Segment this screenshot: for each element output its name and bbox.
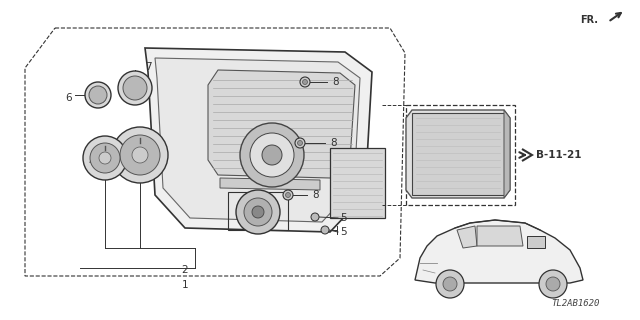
Bar [228,192,288,230]
Circle shape [311,213,319,221]
Text: 5: 5 [340,227,347,237]
Text: 8: 8 [330,138,337,148]
Text: B-11-21: B-11-21 [536,150,582,160]
Text: 8: 8 [312,190,319,200]
Circle shape [236,190,280,234]
Circle shape [295,138,305,148]
Polygon shape [457,226,477,248]
Circle shape [252,206,264,218]
Circle shape [443,277,457,291]
Circle shape [300,77,310,87]
Circle shape [539,270,567,298]
Polygon shape [155,58,360,222]
Circle shape [240,123,304,187]
Circle shape [298,140,303,146]
Text: 7: 7 [145,62,151,72]
Polygon shape [145,48,372,232]
Polygon shape [504,110,510,198]
Text: 8: 8 [332,77,339,87]
Circle shape [112,127,168,183]
Polygon shape [220,178,320,190]
Circle shape [123,76,147,100]
Circle shape [85,82,111,108]
Circle shape [262,145,282,165]
Circle shape [90,143,120,173]
Circle shape [118,71,152,105]
Circle shape [99,152,111,164]
Text: 2: 2 [182,265,188,275]
Circle shape [244,198,272,226]
Text: 5: 5 [340,213,347,223]
Bar [527,236,545,248]
Circle shape [250,133,294,177]
Polygon shape [415,220,583,283]
Text: TL2AB1620: TL2AB1620 [552,299,600,308]
Text: 3: 3 [145,157,151,167]
Bar [330,148,385,218]
Circle shape [132,147,148,163]
Circle shape [89,86,107,104]
Text: 4: 4 [89,157,95,167]
Circle shape [303,79,307,84]
Text: 6: 6 [65,93,72,103]
Circle shape [120,135,160,175]
Polygon shape [406,110,510,198]
Circle shape [321,226,329,234]
Circle shape [285,193,291,197]
Polygon shape [208,70,355,178]
Circle shape [436,270,464,298]
Text: 1: 1 [182,280,188,290]
Circle shape [83,136,127,180]
Polygon shape [477,226,523,246]
Bar [412,113,504,195]
Circle shape [283,190,293,200]
Text: FR.: FR. [580,15,598,25]
Circle shape [546,277,560,291]
